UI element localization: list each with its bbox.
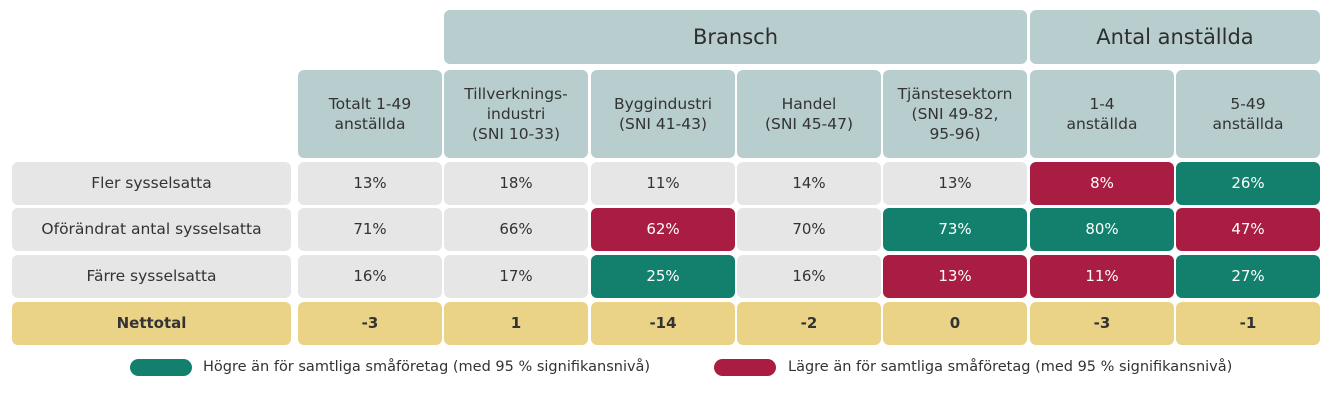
column-header-4: Tjänstesektorn (SNI 49-82, 95-96) bbox=[883, 70, 1027, 158]
legend-label-higher: Högre än för samtliga småföretag (med 95… bbox=[203, 359, 651, 375]
data-cell-r1-c4: 73% bbox=[883, 208, 1027, 251]
group-header-antal-anstallda: Antal anställda bbox=[1030, 10, 1320, 64]
data-cell-r1-c5: 80% bbox=[1030, 208, 1174, 251]
data-cell-r1-c3: 70% bbox=[737, 208, 881, 251]
row-label-0: Fler sysselsatta bbox=[12, 162, 291, 205]
legend-label-lower: Lägre än för samtliga småföretag (med 95… bbox=[788, 359, 1233, 375]
net-cell-c4: 0 bbox=[883, 302, 1027, 345]
net-cell-c6: -1 bbox=[1176, 302, 1320, 345]
data-cell-r1-c1: 66% bbox=[444, 208, 588, 251]
legend-swatch-lower bbox=[714, 359, 776, 376]
row-label-2: Färre sysselsatta bbox=[12, 255, 291, 298]
data-cell-r0-c1: 18% bbox=[444, 162, 588, 205]
data-cell-r0-c2: 11% bbox=[591, 162, 735, 205]
data-cell-r2-c3: 16% bbox=[737, 255, 881, 298]
data-cell-r2-c0: 16% bbox=[298, 255, 442, 298]
legend-swatch-higher bbox=[130, 359, 192, 376]
data-cell-r2-c4: 13% bbox=[883, 255, 1027, 298]
column-header-1: Tillverknings- industri (SNI 10-33) bbox=[444, 70, 588, 158]
column-header-5: 1-4 anställda bbox=[1030, 70, 1174, 158]
column-header-2: Byggindustri (SNI 41-43) bbox=[591, 70, 735, 158]
data-cell-r0-c0: 13% bbox=[298, 162, 442, 205]
net-cell-c1: 1 bbox=[444, 302, 588, 345]
data-cell-r0-c3: 14% bbox=[737, 162, 881, 205]
data-cell-r2-c6: 27% bbox=[1176, 255, 1320, 298]
data-cell-r2-c1: 17% bbox=[444, 255, 588, 298]
column-header-0: Totalt 1-49 anställda bbox=[298, 70, 442, 158]
data-cell-r2-c5: 11% bbox=[1030, 255, 1174, 298]
row-label-1: Oförändrat antal sysselsatta bbox=[12, 208, 291, 251]
column-header-3: Handel (SNI 45-47) bbox=[737, 70, 881, 158]
group-header-bransch: Bransch bbox=[444, 10, 1027, 64]
net-cell-c3: -2 bbox=[737, 302, 881, 345]
data-cell-r1-c2: 62% bbox=[591, 208, 735, 251]
net-cell-c2: -14 bbox=[591, 302, 735, 345]
net-row-label: Nettotal bbox=[12, 302, 291, 345]
data-cell-r2-c2: 25% bbox=[591, 255, 735, 298]
net-cell-c0: -3 bbox=[298, 302, 442, 345]
data-cell-r1-c6: 47% bbox=[1176, 208, 1320, 251]
data-cell-r0-c5: 8% bbox=[1030, 162, 1174, 205]
column-header-6: 5-49 anställda bbox=[1176, 70, 1320, 158]
data-cell-r0-c4: 13% bbox=[883, 162, 1027, 205]
net-cell-c5: -3 bbox=[1030, 302, 1174, 345]
data-cell-r0-c6: 26% bbox=[1176, 162, 1320, 205]
data-cell-r1-c0: 71% bbox=[298, 208, 442, 251]
